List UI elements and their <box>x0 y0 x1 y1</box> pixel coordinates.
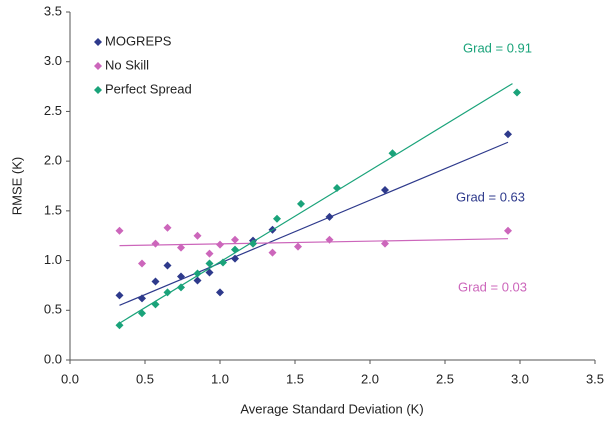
annotation: Grad = 0.91 <box>463 40 532 55</box>
x-tick-label: 0.5 <box>136 371 154 386</box>
point <box>205 259 214 268</box>
x-tick-label: 3.5 <box>586 371 604 386</box>
annotation: Grad = 0.03 <box>458 279 527 294</box>
y-tick-label: 3.0 <box>44 53 62 68</box>
point <box>381 239 389 248</box>
point <box>231 254 239 263</box>
point <box>138 259 146 268</box>
point <box>216 288 224 297</box>
point <box>138 309 146 318</box>
x-tick-label: 0.0 <box>61 371 79 386</box>
y-tick-label: 0.0 <box>44 351 62 366</box>
annotation: Grad = 0.63 <box>456 189 525 204</box>
x-tick-label: 2.5 <box>436 371 454 386</box>
x-tick-label: 3.0 <box>511 371 529 386</box>
point <box>297 199 305 208</box>
point <box>333 183 341 192</box>
point <box>193 231 202 240</box>
point <box>163 223 172 232</box>
x-tick-label: 1.0 <box>211 371 229 386</box>
point <box>163 261 172 270</box>
point <box>268 248 277 257</box>
x-tick-label: 1.5 <box>286 371 304 386</box>
x-tick-label: 2.0 <box>361 371 379 386</box>
point <box>151 277 160 286</box>
point <box>163 288 172 297</box>
point <box>151 239 160 248</box>
point <box>138 294 146 303</box>
point <box>504 226 512 235</box>
point <box>177 283 185 292</box>
y-tick-label: 1.0 <box>44 252 62 267</box>
legend-label: MOGREPS <box>105 33 172 48</box>
point <box>115 321 124 330</box>
point <box>193 269 202 278</box>
legend-label: No Skill <box>105 57 149 72</box>
point <box>216 240 224 249</box>
point <box>151 300 160 309</box>
point <box>513 88 521 97</box>
point <box>273 214 281 223</box>
point <box>388 149 397 158</box>
point <box>325 235 334 244</box>
y-tick-label: 0.5 <box>44 302 62 317</box>
y-axis-label: RMSE (K) <box>9 157 24 216</box>
legend-marker <box>94 62 102 70</box>
point <box>193 276 202 285</box>
legend-marker <box>94 38 102 46</box>
y-tick-label: 1.5 <box>44 202 62 217</box>
y-tick-label: 2.0 <box>44 153 62 168</box>
point <box>177 243 185 252</box>
trend-line <box>119 83 513 324</box>
point <box>219 258 227 267</box>
trend-line <box>119 141 509 306</box>
point <box>205 268 214 277</box>
point <box>294 242 302 251</box>
point <box>249 239 257 248</box>
y-tick-label: 3.5 <box>44 3 62 18</box>
point <box>381 185 389 194</box>
point <box>115 226 124 235</box>
trend-line <box>119 238 509 247</box>
point <box>325 212 334 221</box>
point <box>205 249 214 258</box>
point <box>115 291 124 300</box>
point <box>177 272 185 281</box>
legend-label: Perfect Spread <box>105 81 192 96</box>
point <box>504 130 512 139</box>
point <box>231 235 239 244</box>
x-axis-label: Average Standard Deviation (K) <box>240 401 423 416</box>
point <box>231 245 239 254</box>
y-tick-label: 2.5 <box>44 103 62 118</box>
legend-marker <box>94 86 102 94</box>
